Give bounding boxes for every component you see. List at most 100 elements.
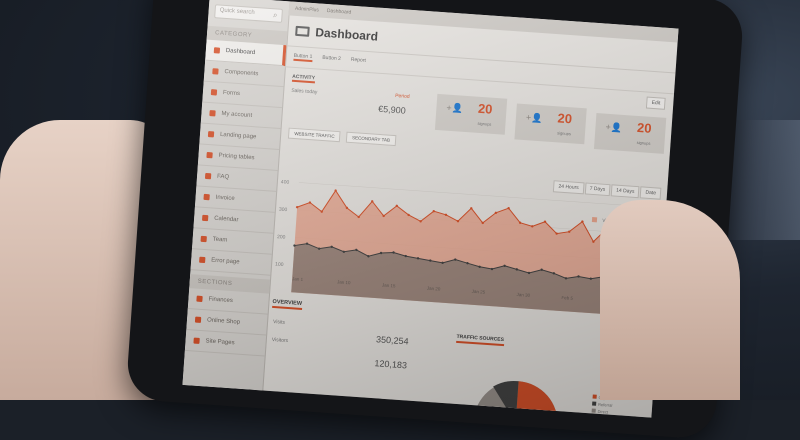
data-point[interactable] bbox=[419, 220, 422, 223]
data-point[interactable] bbox=[466, 261, 469, 265]
button-2[interactable]: Button 2 bbox=[322, 54, 342, 63]
overview-heading: OVERVIEW bbox=[272, 298, 303, 310]
data-point[interactable] bbox=[568, 230, 571, 233]
invoice-icon bbox=[203, 193, 210, 201]
y-tick-label: 400 bbox=[281, 179, 290, 186]
button-1[interactable]: Button 1 bbox=[293, 52, 313, 63]
sidebar-item-label: Invoice bbox=[215, 194, 235, 203]
data-point[interactable] bbox=[293, 244, 296, 247]
x-tick-label: Jan 25 bbox=[472, 289, 486, 295]
grid-line bbox=[298, 182, 659, 208]
data-point[interactable] bbox=[494, 211, 498, 214]
data-point[interactable] bbox=[478, 265, 481, 268]
data-point[interactable] bbox=[367, 255, 370, 258]
report-button[interactable]: Report bbox=[350, 56, 367, 64]
sidebar-item-label: Pricing tables bbox=[218, 152, 255, 162]
data-point[interactable] bbox=[543, 220, 547, 223]
data-point[interactable] bbox=[407, 213, 410, 217]
data-point[interactable] bbox=[317, 247, 321, 250]
data-point[interactable] bbox=[357, 215, 360, 219]
finance-icon bbox=[196, 295, 203, 303]
tab-website-traffic[interactable]: WEBSITE TRAFFIC bbox=[287, 127, 341, 143]
data-point[interactable] bbox=[305, 242, 309, 245]
tab-secondary[interactable]: SECONDARY TAB bbox=[345, 131, 397, 147]
stat-value: 20 bbox=[636, 119, 653, 136]
stat-value: 20 bbox=[557, 110, 573, 127]
stat-value: 20 bbox=[477, 100, 493, 117]
overview-value: 120,183 bbox=[374, 358, 408, 371]
period-link[interactable]: Period bbox=[394, 92, 410, 100]
search-placeholder: Quick search bbox=[219, 7, 255, 16]
monitor-icon bbox=[295, 25, 310, 37]
page-icon bbox=[207, 131, 215, 138]
search-icon: ⌕ bbox=[272, 10, 278, 20]
pie-legend-item: Referral bbox=[597, 401, 613, 408]
data-point[interactable] bbox=[454, 258, 457, 261]
overview-label: Visits bbox=[272, 319, 286, 326]
data-point[interactable] bbox=[456, 219, 460, 223]
sidebar-section-site-pages[interactable]: Site Pages bbox=[184, 329, 267, 357]
sales-today-label: Sales today bbox=[291, 87, 318, 96]
data-point[interactable] bbox=[515, 268, 519, 271]
data-point[interactable] bbox=[503, 264, 506, 267]
data-point[interactable] bbox=[444, 213, 448, 217]
data-point[interactable] bbox=[379, 251, 383, 255]
data-point[interactable] bbox=[540, 268, 543, 271]
data-point[interactable] bbox=[416, 257, 420, 260]
data-point[interactable] bbox=[395, 204, 399, 208]
breadcrumb-page[interactable]: Dashboard bbox=[326, 8, 352, 16]
traffic-pie-chart bbox=[473, 381, 558, 418]
data-point[interactable] bbox=[552, 272, 556, 275]
sidebar-item-label: Calendar bbox=[213, 215, 239, 224]
data-point[interactable] bbox=[441, 261, 444, 265]
data-point[interactable] bbox=[518, 221, 522, 224]
user-plus-icon: +👤 bbox=[446, 102, 464, 114]
data-point[interactable] bbox=[581, 220, 584, 223]
data-point[interactable] bbox=[490, 267, 494, 271]
data-point[interactable] bbox=[564, 277, 568, 280]
pages-icon bbox=[193, 337, 200, 344]
overview-value: 350,254 bbox=[375, 334, 409, 347]
team-icon bbox=[200, 235, 207, 243]
overview-label: Visitors bbox=[271, 336, 289, 345]
user-plus-icon: +👤 bbox=[605, 121, 623, 133]
sidebar-item-label: Finances bbox=[208, 296, 234, 305]
data-point[interactable] bbox=[592, 240, 595, 243]
data-point[interactable] bbox=[355, 248, 358, 252]
page-title: Dashboard bbox=[314, 25, 379, 44]
tab-activity[interactable]: ACTIVITY bbox=[291, 73, 316, 84]
data-point[interactable] bbox=[589, 277, 593, 280]
data-point[interactable] bbox=[481, 221, 484, 225]
x-tick-label: Jan 15 bbox=[382, 283, 396, 289]
data-point[interactable] bbox=[577, 275, 580, 278]
data-point[interactable] bbox=[392, 251, 395, 254]
data-point[interactable] bbox=[295, 205, 299, 209]
traffic-sources-heading: TRAFFIC SOURCES bbox=[456, 333, 505, 347]
data-point[interactable] bbox=[320, 210, 323, 213]
data-point[interactable] bbox=[345, 206, 349, 210]
data-point[interactable] bbox=[371, 200, 374, 203]
x-tick-label: Feb 5 bbox=[561, 295, 573, 301]
search-input[interactable]: Quick search ⌕ bbox=[214, 4, 283, 23]
data-point[interactable] bbox=[527, 271, 531, 275]
data-point[interactable] bbox=[342, 250, 346, 253]
data-point[interactable] bbox=[308, 201, 312, 204]
data-point[interactable] bbox=[382, 214, 385, 218]
stat-label: signups bbox=[636, 139, 651, 146]
data-point[interactable] bbox=[531, 225, 534, 228]
breadcrumb-home[interactable]: AdminPlus bbox=[294, 5, 320, 14]
series-area-conversions bbox=[291, 243, 653, 318]
data-point[interactable] bbox=[429, 259, 432, 262]
data-point[interactable] bbox=[404, 254, 407, 258]
pie-slice-organic bbox=[515, 381, 558, 418]
sidebar-item-error-page[interactable]: Error page bbox=[190, 249, 272, 276]
data-point[interactable] bbox=[470, 207, 473, 210]
sidebar-item-label: Site Pages bbox=[205, 338, 235, 347]
data-point[interactable] bbox=[507, 206, 510, 210]
data-point[interactable] bbox=[330, 245, 333, 249]
sidebar-item-label: FAQ bbox=[216, 173, 230, 181]
data-point[interactable] bbox=[432, 209, 435, 213]
data-point[interactable] bbox=[555, 232, 558, 235]
stat-box: +👤 20 signups bbox=[593, 113, 667, 154]
data-point[interactable] bbox=[334, 189, 337, 192]
